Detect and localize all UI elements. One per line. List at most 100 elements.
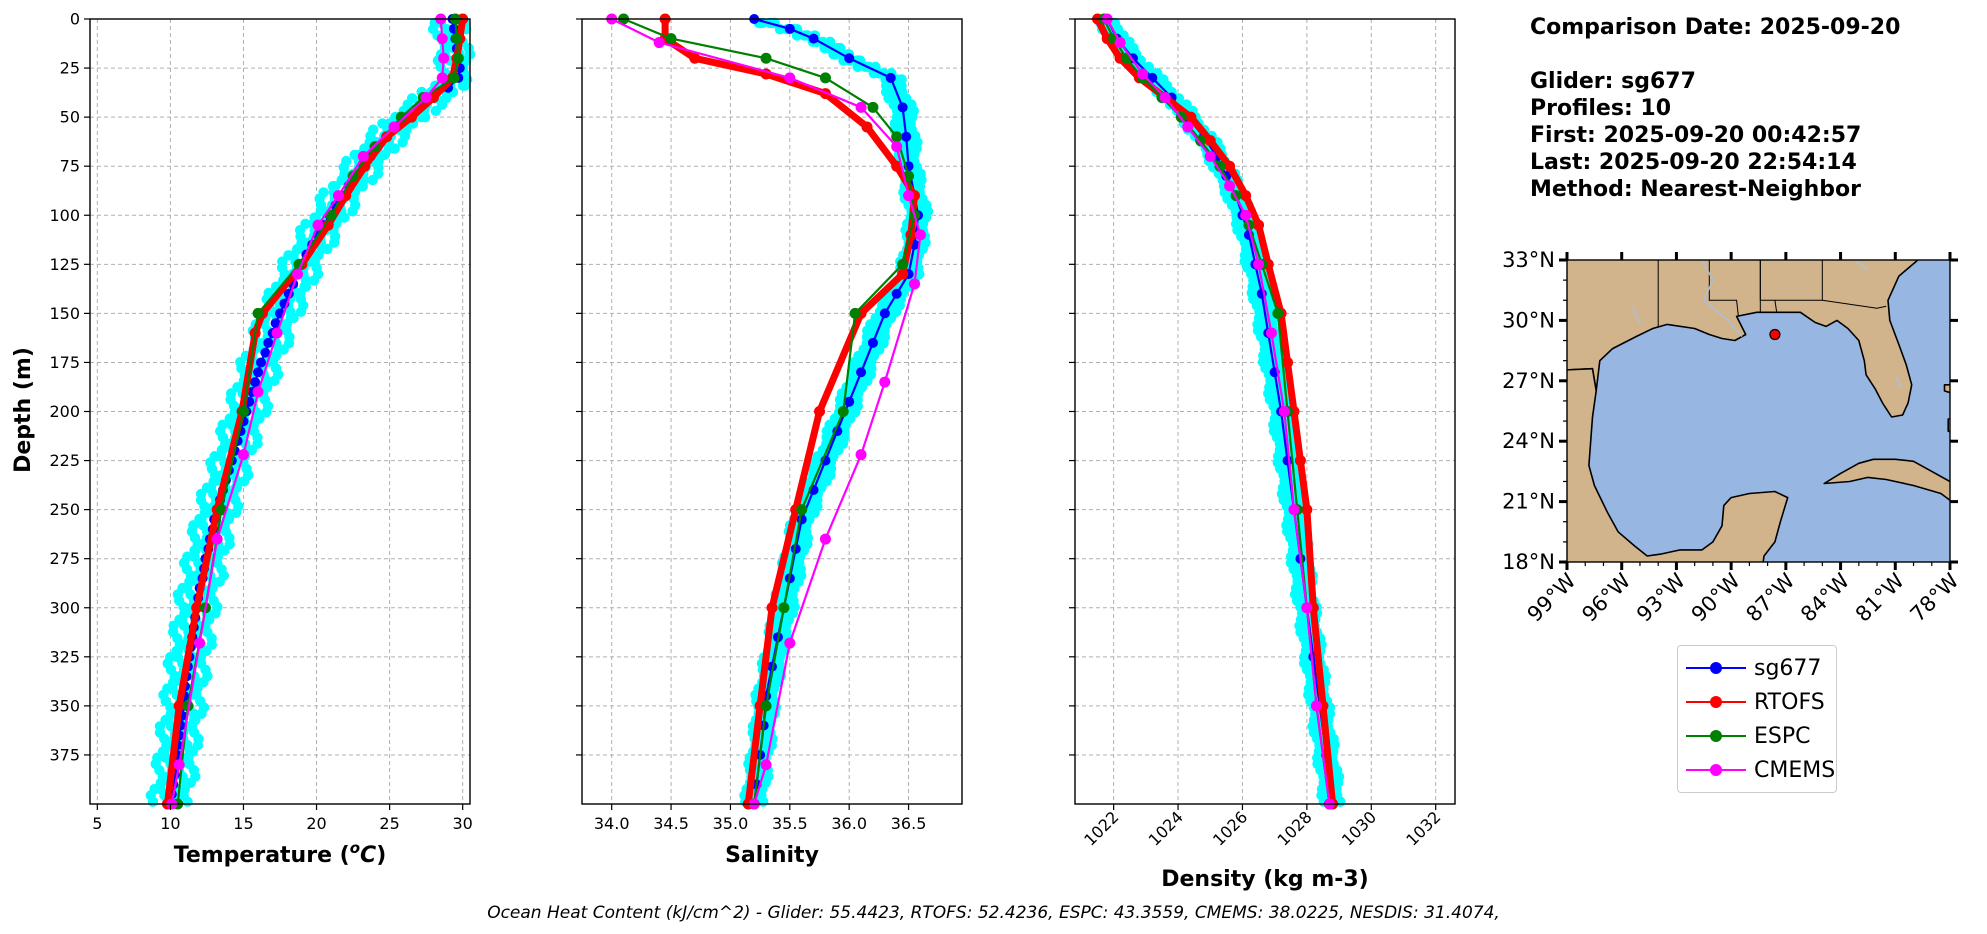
series-point (1265, 327, 1277, 339)
series-point (253, 367, 264, 378)
x-tick-label: 35.5 (772, 814, 808, 833)
series-point (1114, 37, 1126, 49)
series-point (808, 33, 819, 44)
series-point (1278, 406, 1290, 417)
grid (90, 18, 470, 804)
map-y-tick-label: 18°N (1502, 550, 1555, 574)
series-point (420, 92, 432, 103)
series-espc (172, 13, 464, 810)
map-x-tick-label: 99°W (1523, 568, 1581, 626)
series-point (849, 307, 861, 319)
series-point (1185, 111, 1197, 123)
glider-profile-point (347, 206, 358, 217)
series-point (837, 406, 849, 417)
series-point (237, 406, 249, 417)
series-point (760, 759, 772, 771)
map-frame (1566, 259, 1951, 563)
series-point (357, 150, 369, 162)
series-point (256, 357, 266, 368)
series-point (891, 141, 903, 153)
series-point (879, 308, 890, 319)
glider-profile-point (214, 576, 225, 588)
map-x-tick-label: 90°W (1687, 568, 1745, 626)
series-point (436, 33, 448, 45)
series-point (766, 602, 778, 614)
series-point (891, 131, 903, 143)
x-tick-label: 36.0 (831, 814, 867, 833)
series-point (270, 318, 281, 329)
legend: sg677 RTOFS ESPC CMEMS (1677, 645, 1837, 793)
glider-profile-point (219, 545, 230, 556)
series-point (194, 637, 206, 649)
map-land-north-america (1567, 260, 1920, 418)
glider-profile-point (367, 174, 378, 186)
x-tick-label: 1024 (1145, 807, 1187, 849)
salinity-xlabel: Salinity (725, 843, 819, 868)
glider-profile-point (339, 212, 350, 223)
series-point (332, 190, 344, 202)
series-point (1204, 135, 1216, 147)
series-point (903, 190, 915, 202)
series-point (1301, 602, 1313, 614)
series-point (1288, 504, 1300, 516)
legend-label: ESPC (1754, 723, 1811, 749)
map-x-tick-label: 96°W (1577, 568, 1635, 626)
legend-symbol (1686, 658, 1746, 678)
series-point (1294, 455, 1306, 467)
y-tick-label: 100 (49, 206, 80, 225)
glider-profile-point (238, 476, 250, 487)
x-tick-label: 34.0 (594, 814, 630, 833)
y-tick-label: 50 (60, 108, 80, 127)
series-point (250, 377, 261, 388)
series-point (897, 268, 909, 280)
series-point (325, 209, 337, 221)
series-point (855, 101, 867, 113)
glider-name: Glider: sg677 (1530, 69, 1696, 94)
x-tick-label: 1028 (1273, 807, 1315, 849)
series-point (914, 229, 926, 241)
series-point (784, 23, 795, 34)
y-tick-label: 25 (60, 59, 80, 78)
map-river (1632, 306, 1641, 325)
comparison-date: Comparison Date: 2025-09-20 (1530, 15, 1901, 40)
glider-profile-point (288, 312, 299, 324)
legend-label: sg677 (1754, 655, 1822, 681)
series-point (448, 72, 460, 84)
legend-item-espc: ESPC (1678, 719, 1836, 753)
glider-profile-point (278, 344, 289, 355)
series-point (182, 700, 194, 712)
grid (1075, 18, 1455, 804)
density-panel: Density (kg m-3) 1022 1024 1026 1028 1030 103… (1069, 13, 1456, 892)
series-point (451, 33, 463, 45)
map-x-tick-label: 93°W (1632, 568, 1690, 626)
map-border (1822, 299, 1887, 309)
legend-item-rtofs: RTOFS (1678, 685, 1836, 719)
x-tick-label: 30 (453, 814, 473, 833)
series-point (1159, 92, 1171, 103)
series-point (438, 52, 450, 64)
x-tick-label: 15 (233, 814, 253, 833)
series-point (879, 376, 891, 388)
legend-symbol (1686, 726, 1746, 746)
series-point (1301, 504, 1313, 516)
glider-profile-point (182, 796, 193, 807)
x-tick-label: 34.5 (653, 814, 689, 833)
y-tick-label: 275 (49, 549, 80, 568)
series-point (173, 759, 185, 771)
series-point (216, 504, 228, 516)
map-border (1759, 260, 1778, 313)
series-point (784, 72, 796, 84)
map-land-bahamas (1947, 417, 1950, 433)
series-point (897, 258, 909, 270)
series-point (897, 102, 908, 113)
series-point (855, 449, 867, 461)
glider-profile-point (357, 181, 368, 192)
legend-label: CMEMS (1754, 757, 1836, 783)
legend-symbol (1686, 692, 1746, 712)
series-point (844, 396, 855, 407)
series-cmems (166, 13, 450, 810)
series-point (1240, 209, 1252, 221)
glider-profile-point (459, 80, 471, 91)
series-point (760, 52, 772, 64)
map-x-tick-label: 78°W (1906, 568, 1964, 626)
